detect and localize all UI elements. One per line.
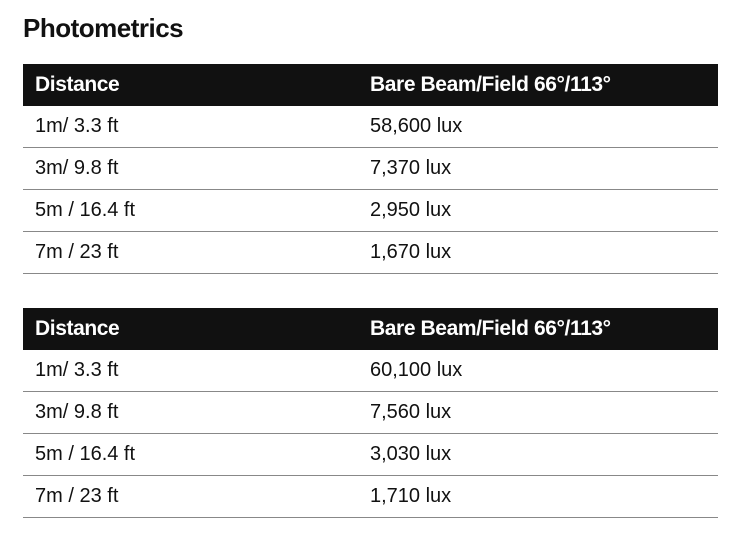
table-row: 1m/ 3.3 ft 58,600 lux [23,106,718,148]
cell-lux: 58,600 lux [370,115,463,137]
table-header: Distance Bare Beam/Field 66°/113° [23,308,718,350]
cell-lux: 3,030 lux [370,443,452,465]
header-distance: Distance [35,73,120,96]
cell-distance: 3m/ 9.8 ft [35,401,119,423]
table-row: 5m / 16.4 ft 3,030 lux [23,434,718,476]
cell-distance: 5m / 16.4 ft [35,199,136,221]
header-distance: Distance [35,317,120,340]
cell-distance: 3m/ 9.8 ft [35,157,119,179]
cell-distance: 7m / 23 ft [35,241,119,263]
cell-lux: 7,370 lux [370,157,452,179]
photometrics-table-2: Distance Bare Beam/Field 66°/113° 1m/ 3.… [23,308,718,518]
cell-distance: 1m/ 3.3 ft [35,115,119,137]
page-title: Photometrics [23,13,184,43]
cell-lux: 60,100 lux [370,359,463,381]
cell-lux: 1,670 lux [370,241,452,263]
table-row: 3m/ 9.8 ft 7,370 lux [23,148,718,190]
cell-distance: 7m / 23 ft [35,485,119,507]
table-row: 3m/ 9.8 ft 7,560 lux [23,392,718,434]
header-bare-beam: Bare Beam/Field 66°/113° [370,317,611,340]
table-header: Distance Bare Beam/Field 66°/113° [23,64,718,106]
table-row: 1m/ 3.3 ft 60,100 lux [23,350,718,392]
header-bare-beam: Bare Beam/Field 66°/113° [370,73,611,96]
cell-lux: 7,560 lux [370,401,452,423]
table-row: 7m / 23 ft 1,710 lux [23,476,718,518]
table-row: 5m / 16.4 ft 2,950 lux [23,190,718,232]
photometrics-table-1: Distance Bare Beam/Field 66°/113° 1m/ 3.… [23,64,718,274]
cell-distance: 5m / 16.4 ft [35,443,136,465]
cell-lux: 2,950 lux [370,199,452,221]
cell-lux: 1,710 lux [370,485,452,507]
cell-distance: 1m/ 3.3 ft [35,359,119,381]
table-row: 7m / 23 ft 1,670 lux [23,232,718,274]
